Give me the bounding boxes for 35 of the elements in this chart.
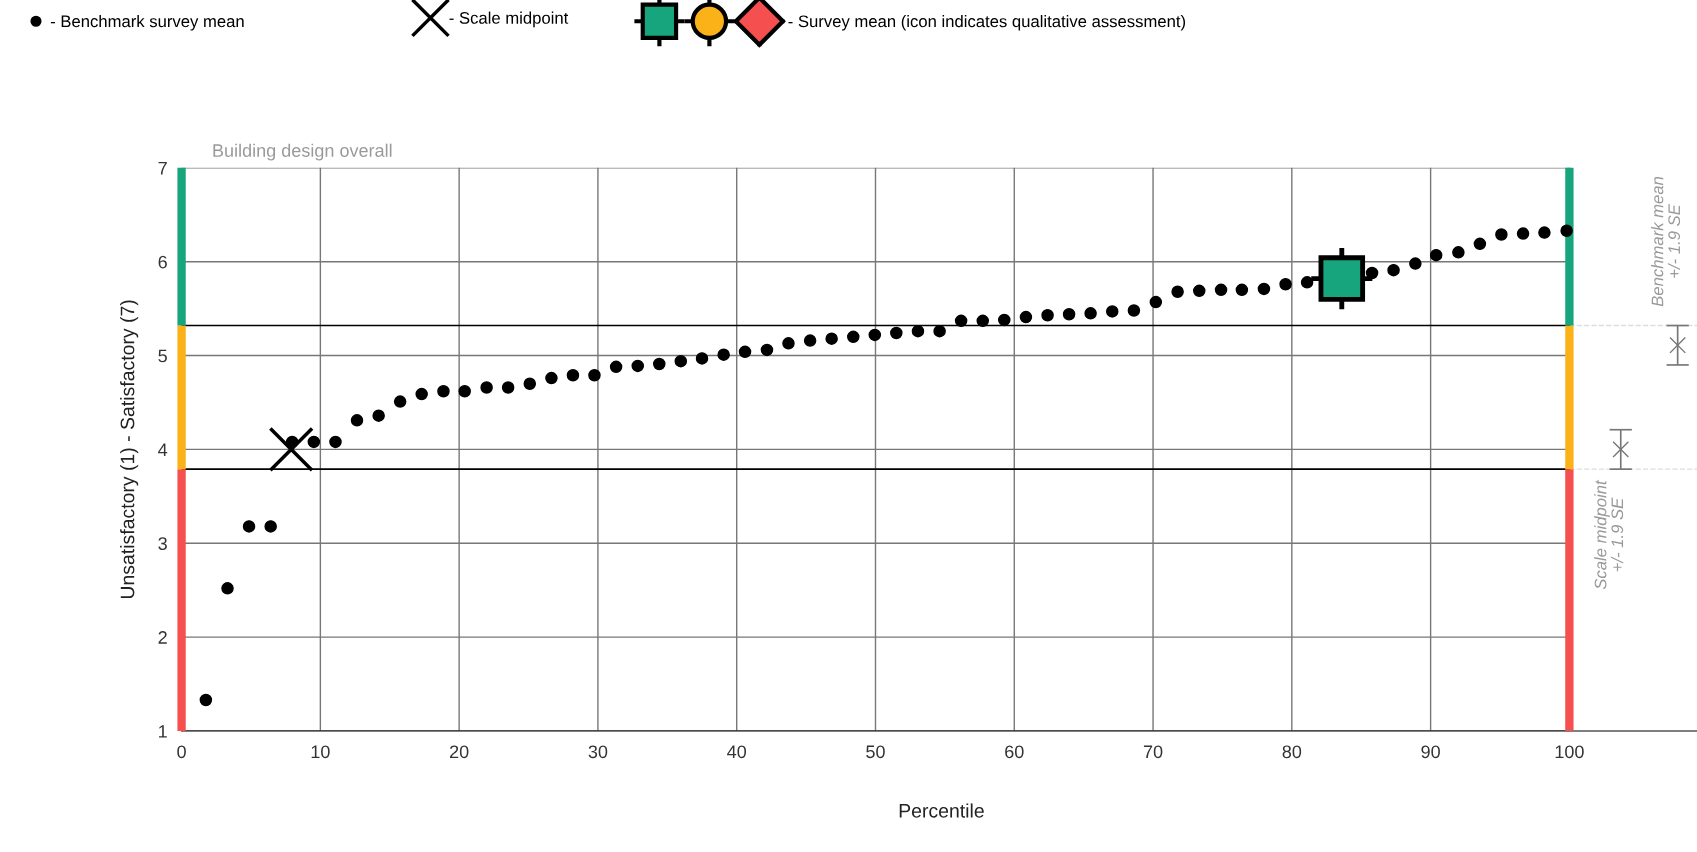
- y-tick-label: 7: [158, 161, 167, 175]
- bar: [1565, 469, 1574, 732]
- y-tick-label: 4: [158, 443, 168, 456]
- y-tick-label: 5: [158, 349, 167, 363]
- bar: [177, 325, 186, 470]
- bar: [177, 469, 186, 732]
- x-tick-label: 70: [1143, 745, 1163, 759]
- x-tick-label: 80: [1282, 745, 1302, 759]
- x-tick-label: 90: [1421, 745, 1440, 759]
- x-tick-label: 30: [588, 745, 608, 759]
- x-tick-label: 40: [727, 745, 747, 759]
- annotation: Benchmark mean +/- 1.9 SE: [1651, 176, 1681, 307]
- y-tick-label: 3: [158, 537, 167, 551]
- x-tick-label: 10: [311, 745, 330, 759]
- bar: [1565, 325, 1574, 470]
- point: [268, 426, 314, 472]
- annotation: Scale midpoint +/- 1.9 SE: [1594, 479, 1624, 590]
- point: [1318, 255, 1366, 302]
- y-tick-label: 2: [158, 631, 167, 644]
- x-tick-label: 20: [450, 745, 469, 759]
- legend-label: - Benchmark survey mean: [50, 15, 244, 31]
- x-tick-label: 0: [177, 745, 186, 759]
- x-tick-label: 50: [866, 745, 885, 759]
- legend-label: - Survey mean (icon indicates qualitative assessment): [788, 15, 1186, 31]
- legend-label: - Scale midpoint: [449, 11, 569, 28]
- y-axis-title: Unsatisfactory (1) - Satisfactory (7): [120, 300, 139, 599]
- x-tick-label: 100: [1555, 745, 1584, 759]
- point: [1612, 441, 1630, 458]
- x-tick-label: 60: [1005, 745, 1024, 759]
- x-axis-title: Percentile: [899, 803, 984, 818]
- chart-title: Building design overall: [213, 143, 392, 161]
- y-tick-label: 6: [158, 255, 167, 269]
- y-tick-label: 1: [159, 725, 167, 738]
- bar: [177, 167, 186, 326]
- point: [1669, 336, 1686, 354]
